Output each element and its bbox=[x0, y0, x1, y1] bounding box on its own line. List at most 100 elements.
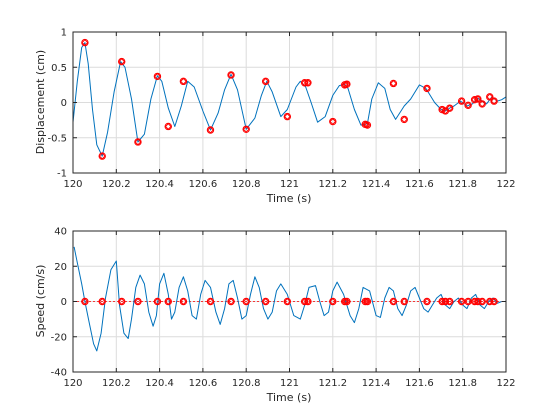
speed-marker bbox=[474, 297, 482, 306]
speed-marker bbox=[363, 297, 372, 306]
speed-marker bbox=[227, 297, 235, 306]
displacement-marker-diamond bbox=[179, 77, 187, 85]
displacement-marker-diamond bbox=[389, 79, 397, 87]
displacement-marker bbox=[478, 100, 486, 108]
displacement-marker bbox=[474, 95, 482, 103]
displacement-marker-diamond bbox=[134, 138, 142, 146]
displacement-panel: Time (s) Displacement (cm) 120 120.2 120.4… bbox=[34, 28, 516, 206]
displacement-marker-diamond bbox=[301, 79, 309, 87]
displacement-marker-diamond bbox=[283, 113, 291, 121]
displacement-y-tick-label: -0.5 bbox=[47, 133, 67, 144]
displacement-marker bbox=[490, 97, 498, 105]
speed-x-tick-label: 120.4 bbox=[145, 378, 174, 389]
displacement-marker-diamond bbox=[464, 101, 472, 109]
speed-marker-diamond bbox=[363, 297, 371, 306]
speed-marker-diamond bbox=[474, 297, 482, 306]
displacement-marker-diamond bbox=[242, 125, 250, 133]
displacement-marker bbox=[118, 57, 126, 66]
speed-y-tick-label: -20 bbox=[51, 332, 67, 343]
speed-marker-diamond bbox=[423, 297, 431, 306]
displacement-marker-diamond bbox=[478, 100, 486, 108]
speed-x-axis-title: Time (s) bbox=[266, 391, 312, 404]
speed-marker-diamond bbox=[179, 297, 187, 306]
speed-marker-diamond bbox=[283, 297, 291, 306]
speed-marker-diamond bbox=[134, 297, 142, 306]
displacement-marker bbox=[464, 101, 472, 110]
speed-marker-diamond bbox=[153, 297, 161, 306]
displacement-marker bbox=[423, 84, 431, 93]
speed-marker bbox=[470, 297, 479, 306]
displacement-marker bbox=[363, 121, 372, 129]
displacement-marker bbox=[304, 79, 312, 87]
displacement-marker-diamond bbox=[363, 121, 371, 129]
speed-marker bbox=[283, 297, 292, 306]
displacement-marker-diamond bbox=[400, 115, 408, 123]
speed-marker-diamond bbox=[471, 297, 479, 306]
speed-panel: Time (s) Speed (cm/s) 120 120.2 120.4 120.6… bbox=[34, 227, 516, 405]
displacement-marker bbox=[470, 95, 479, 104]
speed-y-tick-label: 40 bbox=[54, 227, 67, 238]
displacement-marker-diamond bbox=[446, 104, 454, 112]
speed-x-tick-label: 121.6 bbox=[405, 378, 434, 389]
displacement-marker bbox=[329, 117, 337, 126]
displacement-marker bbox=[81, 38, 89, 47]
displacement-marker bbox=[153, 72, 162, 81]
displacement-x-tick-label: 121.4 bbox=[362, 179, 391, 190]
displacement-marker-diamond bbox=[98, 152, 106, 160]
speed-y-tick-label: -40 bbox=[51, 368, 67, 379]
speed-marker bbox=[98, 297, 106, 306]
displacement-marker-diamond bbox=[164, 122, 172, 130]
speed-marker bbox=[164, 297, 172, 306]
speed-marker-diamond bbox=[206, 297, 214, 306]
displacement-marker-diamond bbox=[227, 71, 235, 79]
displacement-x-axis-title: Time (s) bbox=[266, 192, 312, 205]
speed-marker-diamond bbox=[389, 297, 397, 306]
speed-marker bbox=[304, 297, 312, 306]
displacement-marker bbox=[400, 115, 408, 124]
speed-y-axis-title: Speed (cm/s) bbox=[34, 265, 47, 338]
speed-marker-diamond bbox=[438, 297, 446, 306]
speed-marker-diamond bbox=[81, 297, 89, 306]
displacement-x-tick-label: 121.6 bbox=[405, 179, 434, 190]
speed-x-tick-label: 120 bbox=[63, 378, 82, 389]
speed-y-tick-label: 0 bbox=[61, 297, 67, 308]
speed-x-tick-label: 120.8 bbox=[232, 378, 261, 389]
displacement-marker bbox=[261, 77, 270, 86]
speed-marker bbox=[400, 297, 408, 306]
displacement-x-tick-label: 120.6 bbox=[189, 179, 218, 190]
displacement-marker bbox=[446, 104, 454, 112]
speed-marker bbox=[486, 297, 494, 306]
speed-marker bbox=[423, 297, 431, 306]
speed-marker-diamond bbox=[400, 297, 408, 306]
speed-x-tick-label: 121.2 bbox=[318, 378, 347, 389]
displacement-marker bbox=[457, 97, 466, 105]
displacement-y-tick-label: 1 bbox=[61, 28, 67, 39]
speed-marker bbox=[441, 297, 450, 306]
displacement-marker bbox=[179, 77, 188, 86]
displacement-marker-diamond bbox=[118, 58, 126, 66]
displacement-marker-diamond bbox=[458, 97, 466, 105]
speed-marker-diamond bbox=[490, 297, 498, 306]
displacement-marker bbox=[242, 125, 250, 133]
speed-marker bbox=[242, 297, 250, 306]
displacement-marker-diamond bbox=[343, 80, 351, 88]
speed-series-line bbox=[73, 246, 502, 352]
displacement-marker-diamond bbox=[206, 126, 214, 134]
displacement-x-tick-label: 122 bbox=[496, 179, 515, 190]
speed-marker bbox=[389, 297, 398, 306]
displacement-marker-diamond bbox=[486, 93, 494, 101]
displacement-marker bbox=[164, 122, 172, 131]
speed-marker-diamond bbox=[262, 297, 270, 306]
displacement-marker-diamond bbox=[81, 39, 89, 47]
speed-marker bbox=[81, 297, 89, 306]
speed-marker-diamond bbox=[478, 297, 486, 306]
displacement-x-tick-label: 120.2 bbox=[102, 179, 131, 190]
displacement-x-tick-label: 120.8 bbox=[232, 179, 261, 190]
speed-marker-diamond bbox=[118, 297, 126, 306]
speed-marker bbox=[153, 297, 162, 306]
speed-x-tick-label: 121 bbox=[280, 378, 299, 389]
speed-x-tick-label: 121.8 bbox=[448, 378, 477, 389]
displacement-x-tick-label: 121 bbox=[280, 179, 299, 190]
displacement-marker-diamond bbox=[471, 96, 479, 104]
displacement-marker-diamond bbox=[304, 79, 312, 87]
